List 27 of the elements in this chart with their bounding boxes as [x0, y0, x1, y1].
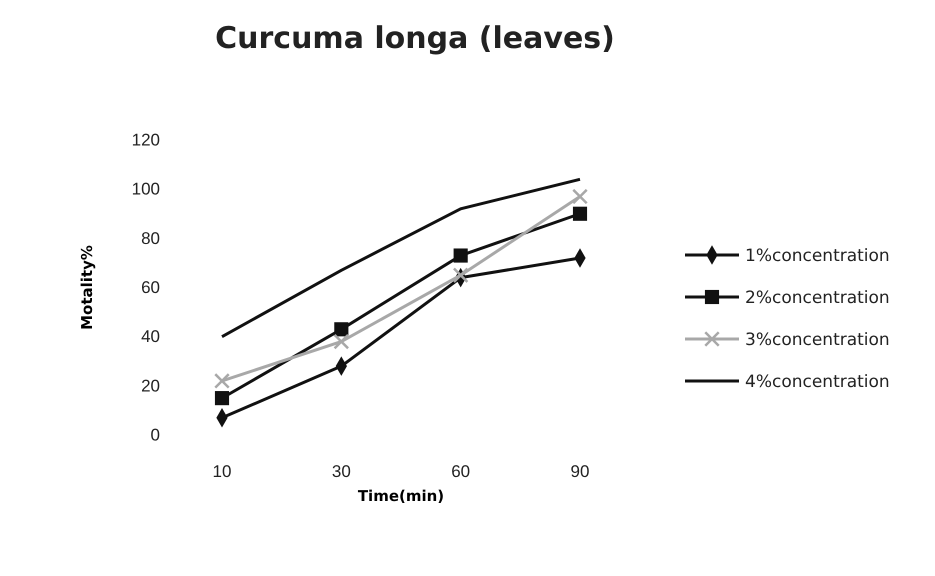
y-tick-label: 40 [141, 327, 160, 346]
x-tick-label: 60 [451, 462, 470, 482]
point [214, 372, 230, 389]
point [572, 188, 588, 205]
point [452, 267, 469, 284]
point [454, 248, 468, 263]
point [572, 206, 588, 221]
legend-label: 3%concentration [745, 330, 890, 350]
point [334, 322, 348, 336]
point [214, 391, 230, 406]
y-tick-label: 60 [141, 278, 160, 297]
x-axis-title: Time(min) [358, 487, 444, 505]
legend-label: 2%concentration [745, 288, 890, 308]
x-tick-label: 30 [332, 462, 351, 482]
x-tick-label: 10 [212, 462, 232, 482]
y-tick-label: 120 [132, 130, 160, 150]
line-series [220, 178, 582, 338]
legend-label: 4%concentration [745, 372, 890, 392]
y-tick-label: 0 [150, 425, 160, 444]
y-tick-label: 20 [141, 376, 160, 396]
chart-title: Curcuma longa (leaves) [215, 21, 615, 56]
y-tick-label: 80 [141, 228, 160, 248]
y-tick-label: 100 [132, 180, 160, 199]
point [333, 334, 350, 350]
legend-label: 1%concentration [745, 246, 890, 266]
x-tick-label: 90 [570, 462, 590, 482]
y-axis-title: Motality% [78, 245, 96, 330]
